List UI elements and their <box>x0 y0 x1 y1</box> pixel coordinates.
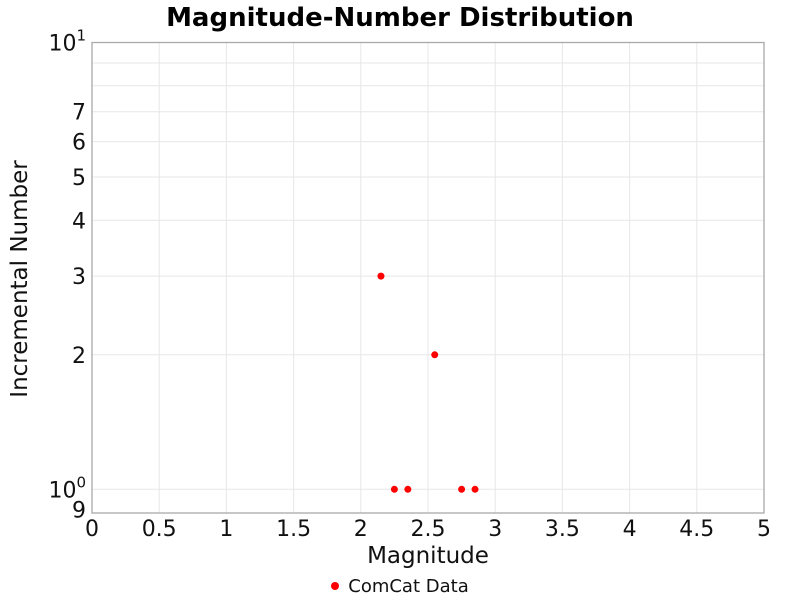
x-tick-label: 2 <box>354 517 368 542</box>
grid-layer <box>92 42 764 513</box>
x-tick-label: 0.5 <box>142 517 177 542</box>
y-tick-label-minor: 9 <box>72 499 86 524</box>
legend-label: ComCat Data <box>348 575 469 597</box>
x-tick-label: 1.5 <box>276 517 311 542</box>
y-axis-label: Incremental Number <box>7 160 33 398</box>
x-tick-label: 3.5 <box>545 517 580 542</box>
legend-marker-dot-icon <box>331 582 340 590</box>
data-point-layer <box>377 272 479 493</box>
data-point <box>458 485 466 493</box>
plot-border <box>91 41 765 514</box>
data-point <box>431 351 439 359</box>
x-tick-label: 0 <box>85 517 99 542</box>
x-tick-label: 2.5 <box>411 517 446 542</box>
y-tick-label-minor: 3 <box>72 265 86 290</box>
legend: ComCat Data <box>0 575 800 597</box>
y-tick-label-minor: 6 <box>72 131 86 156</box>
y-tick-label-minor: 5 <box>72 166 86 191</box>
y-tick-label-major: 101 <box>48 27 86 57</box>
data-point <box>377 272 385 280</box>
chart-title: Magnitude-Number Distribution <box>166 3 634 33</box>
data-point <box>404 485 412 493</box>
data-point <box>471 485 479 493</box>
y-tick-label-minor: 4 <box>72 209 86 234</box>
x-tick-label: 4 <box>623 517 637 542</box>
y-tick-label-minor: 7 <box>72 101 86 126</box>
x-tick-label: 4.5 <box>679 517 714 542</box>
x-tick-label: 1 <box>219 517 233 542</box>
y-tick-label-minor: 2 <box>72 344 86 369</box>
data-point <box>390 485 398 493</box>
x-axis-label: Magnitude <box>367 543 489 569</box>
x-tick-label: 3 <box>488 517 502 542</box>
x-tick-label: 5 <box>757 517 771 542</box>
plot-border-layer <box>91 41 765 514</box>
